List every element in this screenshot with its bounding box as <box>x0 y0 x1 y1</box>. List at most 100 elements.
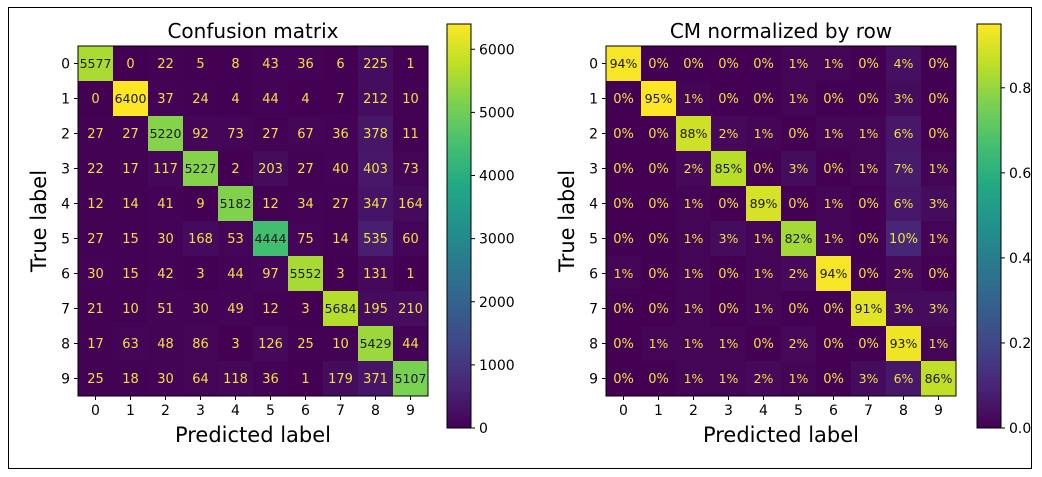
cell-value-r8-c9: 44 <box>402 337 419 352</box>
cell-r5-c2 <box>148 221 184 257</box>
cell-r4-c2 <box>676 186 712 222</box>
cell-r3-c5 <box>253 151 289 187</box>
cell-r0-c4 <box>746 46 782 82</box>
cell-r8-c9 <box>393 326 429 362</box>
cell-value-r5-c5: 82% <box>785 231 813 246</box>
cell-value-r0-c9: 1 <box>406 57 414 72</box>
cell-r5-c7 <box>323 221 359 257</box>
y-tick-label-6: 6 <box>589 267 598 283</box>
cell-r4-c1 <box>113 186 149 222</box>
cell-value-r3-c1: 17 <box>122 162 139 177</box>
cell-value-r4-c1: 0% <box>648 197 669 212</box>
y-tick-label-8: 8 <box>61 337 70 353</box>
cell-value-r5-c2: 30 <box>157 232 174 247</box>
cell-value-r4-c9: 3% <box>929 196 949 211</box>
cell-r6-c8 <box>358 256 394 292</box>
y-tick-label-7: 7 <box>61 302 70 318</box>
cell-value-r6-c7: 0% <box>858 267 879 282</box>
cell-r8-c8 <box>358 326 394 362</box>
cell-r0-c5 <box>781 46 817 82</box>
cell-value-r8-c3: 86 <box>192 337 209 352</box>
cell-r9-c9 <box>393 361 429 397</box>
cell-value-r1-c6: 0% <box>823 92 844 107</box>
cell-r5-c2 <box>676 221 712 257</box>
x-tick-label-9: 9 <box>406 403 415 419</box>
y-tick-label-5: 5 <box>61 232 70 248</box>
x-tick-label-4: 4 <box>759 403 768 419</box>
cell-value-r0-c2: 22 <box>157 57 174 72</box>
cell-value-r5-c7: 14 <box>332 232 349 247</box>
cell-r2-c2 <box>148 116 184 152</box>
y-tick-label-9: 9 <box>61 372 70 388</box>
cell-value-r6-c9: 0% <box>928 267 949 282</box>
cell-r7-c0 <box>606 291 642 327</box>
cell-value-r6-c5: 2% <box>789 266 809 281</box>
cell-value-r2-c9: 11 <box>402 127 419 142</box>
cell-value-r3-c4: 2 <box>231 162 239 177</box>
cell-r6-c4 <box>218 256 254 292</box>
cell-r1-c3 <box>711 81 747 117</box>
cell-r1-c4 <box>746 81 782 117</box>
cell-value-r1-c6: 4 <box>301 92 309 107</box>
cell-r2-c3 <box>711 116 747 152</box>
cell-r6-c5 <box>781 256 817 292</box>
y-tick-label-8: 8 <box>589 337 598 353</box>
cell-value-r5-c8: 535 <box>363 232 388 247</box>
cell-value-r2-c3: 2% <box>719 126 739 141</box>
cell-value-r1-c2: 1% <box>684 91 704 106</box>
cell-r5-c1 <box>641 221 677 257</box>
x-tick-label-8: 8 <box>371 403 380 419</box>
cell-value-r5-c8: 10% <box>889 232 918 247</box>
cell-value-r7-c3: 30 <box>192 302 209 317</box>
cell-r2-c4 <box>218 116 254 152</box>
cell-value-r1-c8: 212 <box>363 92 388 107</box>
y-tick-label-5: 5 <box>589 232 598 248</box>
cell-r6-c7 <box>851 256 887 292</box>
cell-r6-c1 <box>113 256 149 292</box>
figure-frame: Confusion matrix 5577 0 22 5 8 43 36 6 225 1 0 6400 3… <box>8 7 1032 469</box>
cell-r4-c6 <box>816 186 852 222</box>
cell-r4-c6 <box>288 186 324 222</box>
cell-r6-c6 <box>816 256 852 292</box>
cell-r2-c0 <box>606 116 642 152</box>
colorbar-tick-label-3: 3000 <box>479 232 515 248</box>
cell-value-r7-c9: 3% <box>929 301 949 316</box>
cell-value-r4-c6: 34 <box>297 197 314 212</box>
cell-value-r7-c0: 0% <box>613 302 634 317</box>
cell-r7-c0 <box>78 291 114 327</box>
cell-r9-c0 <box>606 361 642 397</box>
cell-r0-c4 <box>218 46 254 82</box>
cell-r8-c0 <box>78 326 114 362</box>
cell-value-r4-c7: 27 <box>332 197 349 212</box>
cell-value-r6-c8: 2% <box>894 266 914 281</box>
cell-r5-c7 <box>851 221 887 257</box>
cell-value-r0-c4: 0% <box>753 57 774 72</box>
cell-value-r3-c3: 5227 <box>185 161 217 176</box>
cell-value-r2-c2: 88% <box>680 126 708 141</box>
cell-r9-c0 <box>78 361 114 397</box>
cell-r2-c1 <box>113 116 149 152</box>
cell-r1-c8 <box>886 81 922 117</box>
cell-value-r6-c6: 94% <box>820 266 848 281</box>
cell-value-r7-c8: 195 <box>363 302 388 317</box>
y-tick-label-1: 1 <box>589 92 598 108</box>
cell-value-r3-c2: 2% <box>684 161 704 176</box>
cell-value-r1-c3: 24 <box>192 92 209 107</box>
cell-value-r7-c6: 0% <box>823 302 844 317</box>
colorbar <box>976 23 1002 429</box>
x-tick-label-3: 3 <box>724 403 733 419</box>
cell-value-r4-c5: 0% <box>788 197 809 212</box>
cell-r2-c9 <box>921 116 957 152</box>
cell-r6-c6 <box>288 256 324 292</box>
cell-r1-c7 <box>851 81 887 117</box>
cell-r6-c8 <box>886 256 922 292</box>
cell-r4-c5 <box>253 186 289 222</box>
cell-value-r6-c2: 42 <box>157 267 174 282</box>
cell-value-r3-c6: 0% <box>823 162 844 177</box>
cell-value-r1-c5: 1% <box>789 91 809 106</box>
cell-value-r0-c2: 0% <box>683 57 704 72</box>
cell-value-r4-c0: 12 <box>87 197 104 212</box>
cell-value-r3-c5: 3% <box>789 161 809 176</box>
